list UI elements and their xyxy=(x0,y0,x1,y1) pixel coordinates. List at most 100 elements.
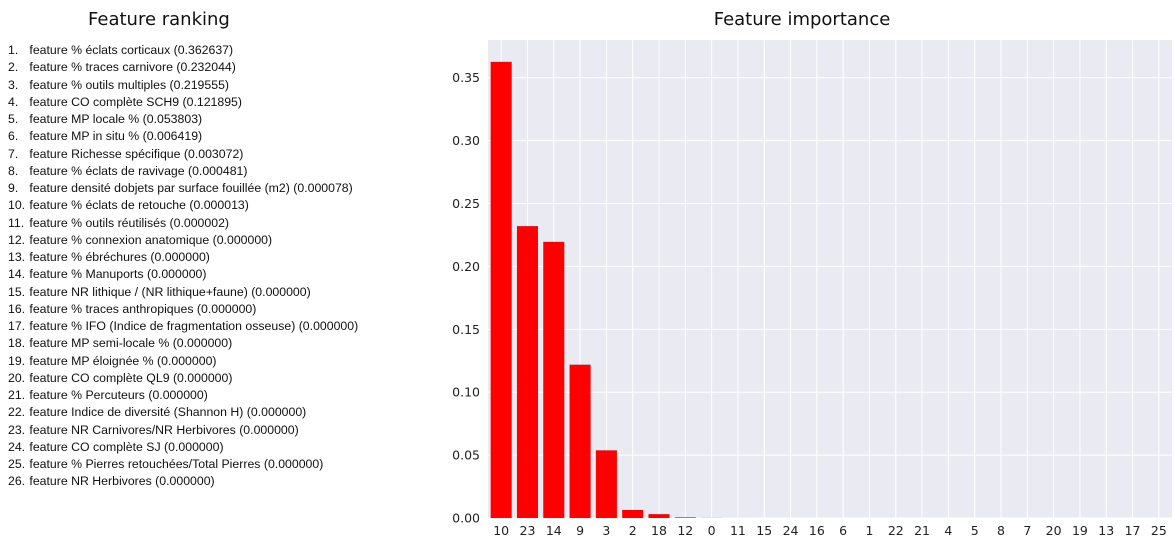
ranking-item: 8. feature % éclats de ravivage (0.00048… xyxy=(8,163,358,180)
ranking-item-rank: 6. xyxy=(8,129,19,144)
ranking-item-rank: 23. xyxy=(8,422,26,437)
ranking-item: 15. feature NR lithique / (NR lithique+f… xyxy=(8,284,358,301)
bar-feature-18 xyxy=(648,514,670,518)
y-tick-label: 0.10 xyxy=(452,385,480,400)
ranking-item-rank: 11. xyxy=(8,215,25,230)
ranking-item: 13. feature % ébréchures (0.000000) xyxy=(8,249,358,266)
ranking-item-text: feature CO complète SCH9 (0.121895) xyxy=(26,94,242,109)
x-tick-label: 24 xyxy=(783,523,799,538)
x-tick-label: 25 xyxy=(1151,523,1167,538)
ranking-item-rank: 5. xyxy=(8,112,19,126)
ranking-item-rank: 19. xyxy=(8,353,26,368)
y-tick-label: 0.05 xyxy=(452,448,480,463)
ranking-item-text: feature % traces carnivore (0.232044) xyxy=(26,60,236,75)
ranking-item: 22. feature Indice de diversité (Shannon… xyxy=(8,404,358,421)
chart-title: Feature importance xyxy=(713,9,891,30)
ranking-item-rank: 10. xyxy=(8,198,26,213)
ranking-item-rank: 22. xyxy=(8,405,26,420)
ranking-item-rank: 8. xyxy=(8,163,19,178)
ranking-item: 25. feature % Pierres retouchées/Total P… xyxy=(8,456,358,473)
x-tick-label: 19 xyxy=(1072,523,1088,538)
ranking-item-rank: 2. xyxy=(8,60,19,75)
ranking-item: 4. feature CO complète SCH9 (0.121895) xyxy=(8,94,358,111)
x-tick-label: 15 xyxy=(756,523,772,538)
bar-feature-9 xyxy=(569,364,591,518)
x-tick-label: 23 xyxy=(520,523,536,538)
bar-feature-10 xyxy=(490,61,512,519)
ranking-item-text: feature Indice de diversité (Shannon H) … xyxy=(26,405,307,420)
y-tick-label: 0.30 xyxy=(452,133,480,148)
ranking-item: 20. feature CO complète QL9 (0.000000) xyxy=(8,370,358,387)
ranking-item-text: feature % Percuteurs (0.000000) xyxy=(26,388,208,402)
ranking-item-text: feature MP locale % (0.053803) xyxy=(26,112,203,126)
ranking-item-rank: 20. xyxy=(8,370,26,385)
ranking-item-text: feature % connexion anatomique (0.000000… xyxy=(26,232,273,247)
x-tick-label: 6 xyxy=(839,523,847,538)
y-tick-label: 0.35 xyxy=(452,70,480,85)
ranking-item: 14. feature % Manuports (0.000000) xyxy=(8,266,358,283)
x-tick-label: 7 xyxy=(1023,523,1031,538)
ranking-item-text: feature % outils multiples (0.219555) xyxy=(26,77,230,92)
ranking-item-text: feature MP éloignée % (0.000000) xyxy=(26,353,217,368)
x-tick-label: 12 xyxy=(677,523,693,538)
ranking-title: Feature ranking xyxy=(88,9,230,30)
ranking-item-text: feature % Pierres retouchées/Total Pierr… xyxy=(26,457,324,471)
ranking-item-text: feature % éclats corticaux (0.362637) xyxy=(26,43,234,57)
x-tick-label: 3 xyxy=(602,523,610,538)
ranking-item-rank: 13. xyxy=(8,250,26,264)
ranking-item-text: feature MP semi-locale % (0.000000) xyxy=(26,336,233,351)
ranking-item: 17. feature % IFO (Indice de fragmentati… xyxy=(8,318,358,335)
ranking-item-text: feature % éclats de retouche (0.000013) xyxy=(26,198,249,213)
ranking-item-text: feature % éclats de ravivage (0.000481) xyxy=(26,163,248,178)
x-tick-label: 10 xyxy=(493,523,509,538)
ranking-item-rank: 26. xyxy=(8,474,26,489)
bar-feature-2 xyxy=(622,509,644,518)
ranking-item: 10. feature % éclats de retouche (0.0000… xyxy=(8,197,358,214)
ranking-item-text: feature % IFO (Indice de fragmentation o… xyxy=(26,319,359,333)
x-tick-label: 16 xyxy=(809,523,825,538)
y-tick-label: 0.25 xyxy=(452,196,480,211)
x-tick-label: 17 xyxy=(1125,523,1141,538)
ranking-item: 11. feature % outils réutilisés (0.00000… xyxy=(8,215,358,232)
ranking-item-rank: 17. xyxy=(8,319,26,333)
ranking-item: 26. feature NR Herbivores (0.000000) xyxy=(8,473,358,490)
ranking-item-text: feature MP in situ % (0.006419) xyxy=(26,129,203,144)
ranking-item-rank: 18. xyxy=(8,336,26,351)
ranking-item: 3. feature % outils multiples (0.219555) xyxy=(8,77,358,94)
ranking-item: 23. feature NR Carnivores/NR Herbivores … xyxy=(8,422,358,439)
ranking-item: 6. feature MP in situ % (0.006419) xyxy=(8,128,358,145)
ranking-item: 18. feature MP semi-locale % (0.000000) xyxy=(8,335,358,352)
x-tick-label: 0 xyxy=(708,523,716,538)
x-tick-label: 20 xyxy=(1046,523,1062,538)
ranking-item: 5. feature MP locale % (0.053803) xyxy=(8,111,358,128)
ranking-item: 7. feature Richesse spécifique (0.003072… xyxy=(8,146,358,163)
ranking-item-text: feature Richesse spécifique (0.003072) xyxy=(26,146,244,161)
ranking-item: 21. feature % Percuteurs (0.000000) xyxy=(8,387,358,404)
ranking-item-text: feature % Manuports (0.000000) xyxy=(26,267,207,282)
x-tick-label: 11 xyxy=(730,523,746,538)
ranking-item-text: feature % ébréchures (0.000000) xyxy=(26,250,210,264)
y-tick-label: 0.15 xyxy=(452,322,480,337)
x-tick-label: 9 xyxy=(576,523,584,538)
x-tick-label: 1 xyxy=(865,523,873,538)
ranking-item-rank: 24. xyxy=(8,439,26,454)
bar-feature-23 xyxy=(516,226,538,518)
ranking-item-rank: 21. xyxy=(8,388,26,402)
x-tick-label: 14 xyxy=(546,523,562,538)
x-tick-label: 5 xyxy=(971,523,979,538)
x-tick-label: 2 xyxy=(629,523,637,538)
ranking-item-text: feature % traces anthropiques (0.000000) xyxy=(26,301,257,316)
ranking-item-rank: 3. xyxy=(8,77,19,92)
ranking-item-text: feature NR Carnivores/NR Herbivores (0.0… xyxy=(26,422,299,437)
ranking-item: 9. feature densité dobjets par surface f… xyxy=(8,180,358,197)
bar-feature-14 xyxy=(543,241,565,518)
ranking-item: 24. feature CO complète SJ (0.000000) xyxy=(8,439,358,456)
ranking-item-rank: 1. xyxy=(8,43,19,57)
x-tick-label: 18 xyxy=(651,523,667,538)
feature-importance-panel: Feature importance 0.00 0.05 0.10 0.15 0.20 0… xyxy=(430,0,1174,541)
ranking-item-rank: 25. xyxy=(8,457,26,471)
x-tick-label: 21 xyxy=(914,523,930,538)
y-tick-label: 0.20 xyxy=(452,259,480,274)
plot-background xyxy=(488,40,1172,518)
ranking-item-rank: 9. xyxy=(8,181,19,195)
